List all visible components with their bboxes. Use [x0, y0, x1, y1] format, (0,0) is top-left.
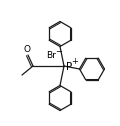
Text: −: −: [55, 47, 62, 56]
Text: O: O: [24, 45, 31, 54]
Text: +: +: [72, 57, 78, 66]
Text: P: P: [66, 62, 73, 72]
Text: Br: Br: [46, 51, 56, 59]
